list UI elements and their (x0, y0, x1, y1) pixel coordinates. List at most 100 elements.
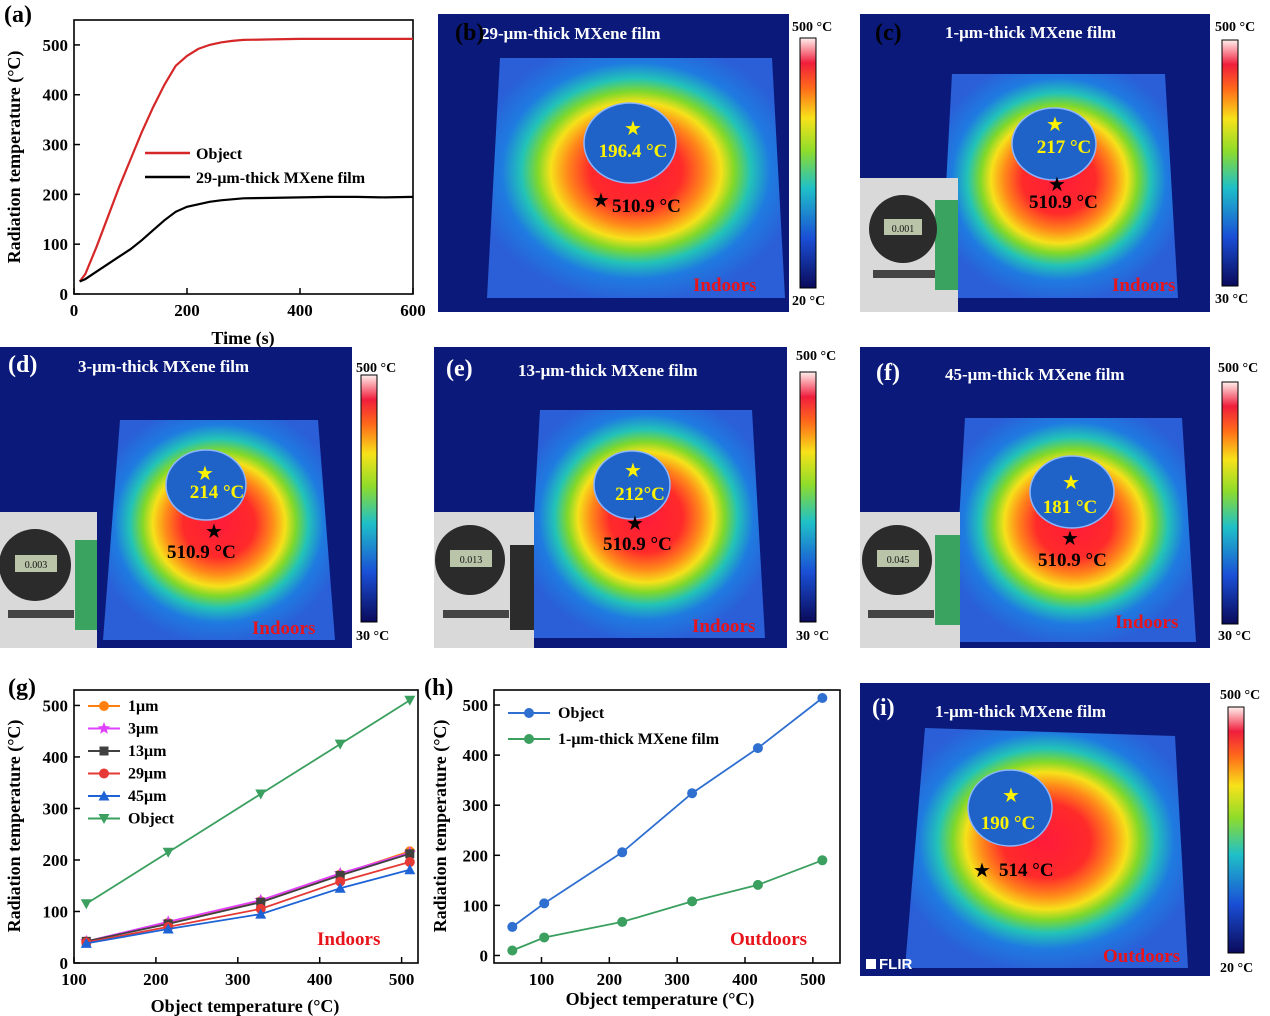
x-tick-label: 200 (174, 301, 200, 320)
gauge-frame-d (8, 610, 74, 618)
film-temp-b: 196.4 °C (599, 141, 668, 162)
legend-g: 1μm 3μm 13μm 29μm 45μm Object (88, 698, 175, 828)
object-temp-c: 510.9 °C (1029, 192, 1098, 213)
data-point-h-1 (752, 879, 763, 890)
flir-logo-icon (866, 959, 876, 969)
plot-frame-h (493, 689, 841, 964)
gauge-frame-f (868, 610, 934, 618)
legend-label-object-a: Object (196, 146, 243, 163)
glove-f (935, 535, 960, 625)
data-point-h-1 (539, 932, 550, 943)
gauge-frame-c (873, 270, 935, 278)
y-tick-label: 500 (463, 696, 489, 715)
data-point-h-0 (752, 743, 763, 754)
data-point-g-4 (255, 908, 267, 919)
colorbar-min-i: 20 °C (1220, 961, 1253, 976)
colorbar-min-f: 30 °C (1218, 629, 1251, 644)
data-point-h-0 (617, 847, 628, 858)
colorbar-max-e: 500 °C (796, 349, 836, 364)
legend-marker (99, 701, 109, 711)
y-tick-label: 100 (463, 896, 489, 915)
colorbar-min-b: 20 °C (792, 294, 825, 309)
plot-frame-a (73, 19, 414, 295)
colorbar-c (1221, 39, 1239, 287)
y-axis-label-h: Radiation temperature (°C) (430, 720, 451, 933)
gauge-display-d (15, 555, 57, 572)
legend-label-film-a: 29-μm-thick MXene film (196, 170, 366, 187)
colorbar-max-d: 500 °C (356, 361, 396, 376)
legend-a: Object 29-μm-thick MXene film (145, 146, 366, 187)
gauge-reading-e: 0.013 (460, 555, 483, 566)
legend-h: Object 1-μm-thick MXene film (508, 705, 720, 748)
data-point-g-4 (162, 923, 174, 934)
colorbar-min-c: 30 °C (1215, 292, 1248, 307)
star-film-d: ★ (196, 463, 214, 485)
film-region-e (593, 450, 671, 520)
annotation-g: Indoors (317, 929, 380, 950)
annotation-h: Outdoors (730, 929, 807, 950)
data-point-g-2 (405, 849, 415, 859)
y-tick-label: 100 (43, 235, 69, 254)
gauge-reading-c: 0.001 (892, 224, 915, 235)
series-line-h-0 (511, 697, 823, 928)
series-line-h-1 (511, 859, 823, 952)
panel-title-e: 13-μm-thick MXene film (518, 361, 698, 380)
film-region-b (583, 102, 677, 184)
flir-logo-text: FLIR (879, 956, 912, 973)
film-temp-d: 214 °C (190, 482, 245, 503)
star-object-d: ★ (205, 521, 223, 543)
glove-d (75, 540, 97, 630)
y-tick-label: 0 (60, 954, 69, 973)
object-temp-f: 510.9 °C (1038, 550, 1107, 571)
gauge-frame-e (443, 610, 509, 618)
micrometer-photo-e: 0.013 (434, 512, 534, 648)
x-tick-label: 500 (800, 970, 826, 989)
colorbar-e (799, 371, 817, 623)
heater-surface-d (103, 420, 335, 640)
data-point-h-1 (817, 855, 828, 866)
panel-label-d: (d) (8, 352, 37, 378)
thermal-panel-e: 13-μm-thick MXene film (e) ★ 212°C ★ 510… (434, 347, 836, 648)
legend-marker (99, 768, 109, 779)
x-axis-label-g: Object temperature (°C) (151, 996, 340, 1016)
star-film-c: ★ (1046, 114, 1064, 136)
legend-label: Object (128, 811, 175, 828)
film-temp-e: 212°C (615, 484, 665, 505)
y-tick-label: 100 (43, 902, 69, 921)
legend-marker (98, 790, 110, 801)
data-point-g-5 (334, 739, 346, 750)
micrometer-photo-c: 0.001 (860, 178, 958, 312)
x-tick-label: 300 (225, 970, 251, 989)
y-tick-label: 400 (463, 746, 489, 765)
legend-label: 45μm (128, 788, 167, 805)
y-tick-label: 500 (43, 36, 69, 55)
panel-label-i: (i) (872, 695, 895, 721)
data-point-g-4 (334, 882, 346, 893)
colorbar-b (799, 37, 817, 289)
series-line-object (78, 37, 413, 283)
data-point-h-1 (617, 916, 628, 927)
y-tick-label: 300 (43, 136, 69, 155)
x-axis-label-h: Object temperature (°C) (566, 989, 755, 1010)
object-temp-b: 510.9 °C (612, 196, 681, 217)
series-line-g-0 (86, 850, 411, 943)
panel-label-c: (c) (875, 20, 902, 46)
data-point-g-4 (80, 937, 92, 948)
star-object-f: ★ (1061, 528, 1079, 550)
film-temp-c: 217 °C (1037, 137, 1092, 158)
legend-marker (99, 746, 109, 756)
y-tick-label: 200 (43, 851, 69, 870)
x-tick-label: 400 (287, 301, 313, 320)
y-tick-label: 500 (43, 696, 69, 715)
micrometer-photo-d: 0.003 (0, 512, 97, 648)
condition-b: Indoors (693, 275, 756, 296)
gauge-reading-f: 0.045 (887, 555, 910, 566)
data-point-h-1 (687, 896, 698, 907)
x-tick-label: 500 (389, 970, 415, 989)
star-film-b: ★ (624, 118, 642, 140)
y-axis-label-g: Radiation temperature (°C) (4, 720, 25, 933)
legend-marker (98, 814, 110, 824)
